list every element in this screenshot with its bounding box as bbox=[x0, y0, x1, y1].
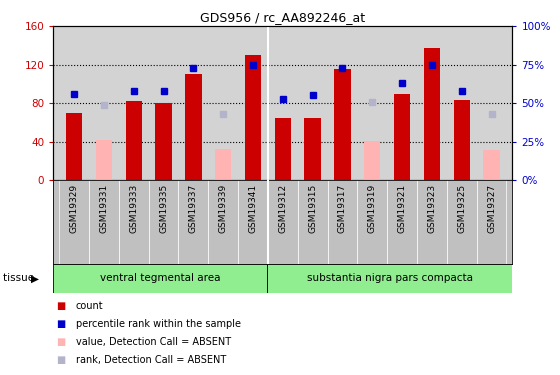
Bar bbox=[245, 55, 261, 180]
Bar bbox=[483, 150, 500, 180]
Bar bbox=[357, 180, 387, 264]
Text: ventral tegmental area: ventral tegmental area bbox=[100, 273, 221, 284]
Bar bbox=[417, 180, 447, 264]
Text: ■: ■ bbox=[56, 319, 66, 328]
Text: ■: ■ bbox=[56, 337, 66, 346]
Text: rank, Detection Call = ABSENT: rank, Detection Call = ABSENT bbox=[76, 355, 226, 364]
Text: ■: ■ bbox=[56, 301, 66, 310]
Text: GSM19339: GSM19339 bbox=[218, 184, 228, 234]
Bar bbox=[66, 113, 82, 180]
Text: GSM19331: GSM19331 bbox=[99, 184, 109, 234]
Bar bbox=[334, 69, 351, 180]
Bar bbox=[387, 180, 417, 264]
Bar bbox=[268, 264, 512, 292]
Bar bbox=[215, 149, 231, 180]
Bar bbox=[454, 100, 470, 180]
Text: GSM19315: GSM19315 bbox=[308, 184, 317, 234]
Text: GSM19323: GSM19323 bbox=[427, 184, 436, 233]
Bar bbox=[424, 48, 440, 180]
Text: percentile rank within the sample: percentile rank within the sample bbox=[76, 319, 241, 328]
Bar bbox=[155, 103, 172, 180]
Text: GSM19321: GSM19321 bbox=[398, 184, 407, 233]
Text: GSM19337: GSM19337 bbox=[189, 184, 198, 234]
Bar bbox=[274, 117, 291, 180]
Text: GSM19327: GSM19327 bbox=[487, 184, 496, 233]
Bar bbox=[53, 264, 268, 292]
Bar bbox=[89, 180, 119, 264]
Text: ▶: ▶ bbox=[31, 273, 39, 284]
Bar bbox=[268, 180, 298, 264]
Text: count: count bbox=[76, 301, 103, 310]
Bar bbox=[298, 180, 328, 264]
Bar bbox=[328, 180, 357, 264]
Bar bbox=[447, 180, 477, 264]
Text: tissue: tissue bbox=[3, 273, 37, 284]
Bar bbox=[96, 140, 112, 180]
Text: GSM19333: GSM19333 bbox=[129, 184, 138, 234]
Bar bbox=[208, 180, 238, 264]
Text: GSM19325: GSM19325 bbox=[457, 184, 466, 233]
Bar bbox=[179, 180, 208, 264]
Bar bbox=[125, 101, 142, 180]
Text: value, Detection Call = ABSENT: value, Detection Call = ABSENT bbox=[76, 337, 231, 346]
Bar bbox=[364, 141, 380, 180]
Bar bbox=[119, 180, 148, 264]
Bar bbox=[185, 74, 202, 180]
Text: GSM19317: GSM19317 bbox=[338, 184, 347, 234]
Text: GSM19329: GSM19329 bbox=[69, 184, 78, 233]
Text: GSM19335: GSM19335 bbox=[159, 184, 168, 234]
Bar bbox=[394, 93, 410, 180]
Bar bbox=[148, 180, 179, 264]
Text: substantia nigra pars compacta: substantia nigra pars compacta bbox=[307, 273, 473, 284]
Text: ■: ■ bbox=[56, 355, 66, 364]
Bar bbox=[238, 180, 268, 264]
Bar bbox=[477, 180, 506, 264]
Text: GSM19341: GSM19341 bbox=[249, 184, 258, 233]
Bar bbox=[59, 180, 89, 264]
Text: GSM19312: GSM19312 bbox=[278, 184, 287, 233]
Text: GSM19319: GSM19319 bbox=[368, 184, 377, 234]
Title: GDS956 / rc_AA892246_at: GDS956 / rc_AA892246_at bbox=[200, 11, 365, 24]
Bar bbox=[305, 117, 321, 180]
